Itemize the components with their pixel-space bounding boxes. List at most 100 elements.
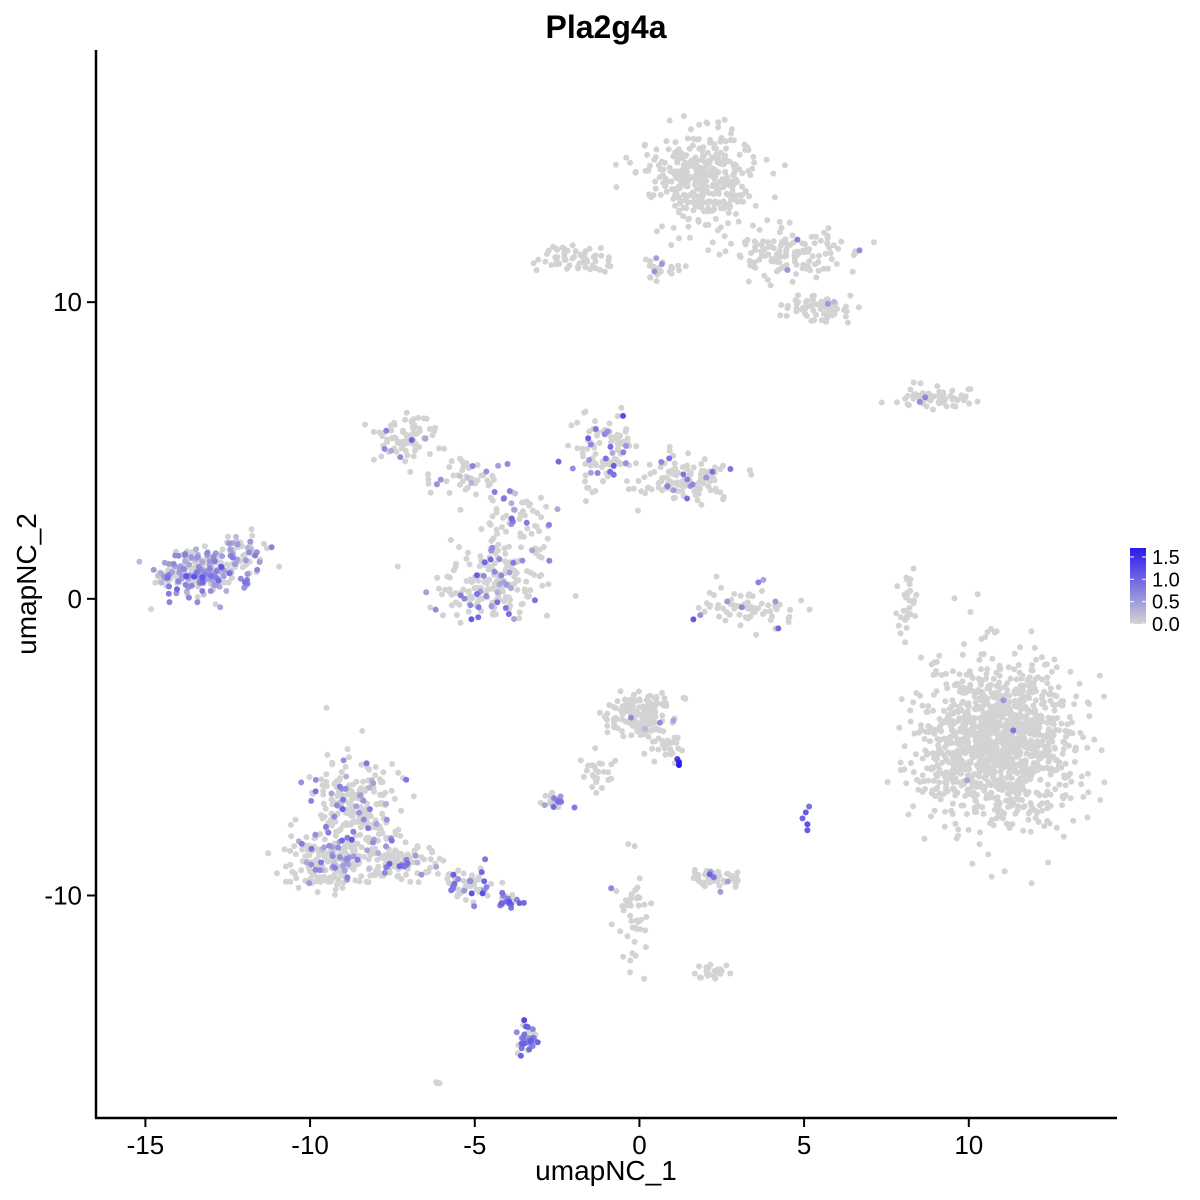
cell-point	[320, 800, 327, 807]
cell-point	[978, 705, 985, 712]
cell-point	[977, 738, 984, 745]
cell-point	[1085, 700, 1092, 707]
expressing-cell-point	[308, 861, 315, 868]
cell-point	[933, 756, 939, 763]
expressing-cell-point	[217, 604, 224, 611]
cell-point	[712, 181, 719, 188]
cell-point	[1006, 772, 1013, 779]
cell-point	[781, 162, 788, 169]
cell-point	[614, 725, 621, 732]
cell-point	[822, 250, 829, 257]
cell-point	[623, 154, 630, 161]
cell-point	[1016, 669, 1023, 676]
cell-point	[1044, 674, 1051, 681]
cell-point	[721, 233, 728, 240]
cell-point	[373, 867, 379, 874]
expressing-cell-point	[475, 614, 482, 621]
cell-point	[801, 249, 808, 256]
expressing-cell-point	[651, 268, 658, 275]
cell-point	[701, 456, 708, 463]
cell-point	[697, 204, 704, 211]
legend-label: 0.5	[1152, 592, 1180, 614]
cell-point	[1030, 702, 1037, 709]
expressing-cell-point	[218, 563, 225, 570]
cell-point	[687, 234, 693, 241]
cell-point	[402, 839, 409, 846]
expressing-cell-point	[414, 859, 421, 866]
cell-point	[460, 870, 467, 877]
cell-point	[951, 750, 958, 757]
cell-point	[758, 600, 765, 607]
cell-point	[379, 810, 386, 817]
cell-point	[1008, 802, 1015, 809]
cell-point	[793, 271, 800, 277]
expressing-cell-point	[760, 576, 767, 583]
cell-point	[306, 774, 313, 780]
cell-point	[652, 185, 659, 192]
cell-point	[645, 484, 652, 491]
cell-point	[500, 514, 506, 521]
cell-point	[1038, 764, 1044, 771]
cell-point	[1059, 802, 1065, 809]
expressing-cell-point	[481, 878, 488, 885]
cell-point	[630, 691, 637, 698]
expressing-cell-point	[164, 574, 171, 581]
cell-point	[695, 490, 702, 497]
cell-point	[1016, 701, 1023, 708]
cell-point	[1073, 693, 1080, 700]
expressing-cell-point	[489, 544, 496, 551]
cell-point	[753, 631, 760, 638]
cell-point	[714, 227, 721, 234]
cell-point	[919, 772, 926, 779]
cell-point	[516, 609, 523, 616]
expressing-cell-point	[397, 454, 404, 461]
cell-point	[785, 619, 792, 625]
expressing-cell-point	[916, 398, 923, 405]
cell-point	[592, 451, 599, 457]
cell-point	[608, 921, 615, 928]
cell-point	[759, 611, 766, 617]
cell-point	[668, 270, 675, 277]
cell-point	[1045, 739, 1052, 746]
cell-point	[1005, 781, 1012, 788]
cell-point	[653, 146, 660, 153]
expressing-cell-point	[357, 792, 363, 799]
cell-point	[700, 480, 707, 487]
cell-point	[925, 777, 932, 784]
cell-point	[645, 702, 651, 709]
cell-point	[457, 481, 463, 488]
cell-point	[659, 689, 665, 696]
expressing-cell-point	[298, 840, 305, 847]
cell-point	[549, 789, 556, 796]
data-points	[136, 113, 1108, 1087]
cell-point	[572, 248, 579, 255]
expressing-cell-point	[592, 426, 599, 432]
cell-point	[734, 198, 741, 205]
cell-point	[397, 832, 404, 839]
cell-point	[635, 902, 642, 909]
cell-point	[1044, 805, 1051, 812]
cell-point	[657, 191, 664, 198]
expressing-cell-point	[468, 480, 475, 486]
cell-point	[395, 769, 402, 776]
cell-point	[554, 246, 561, 253]
cell-point	[379, 779, 386, 785]
cell-point	[804, 303, 811, 310]
cell-point	[748, 471, 755, 478]
cell-point	[533, 267, 540, 274]
expressing-cell-point	[247, 538, 254, 545]
cell-point	[456, 544, 463, 551]
x-tick-label: -5	[463, 1130, 486, 1160]
expressing-cell-point	[433, 481, 440, 488]
expressing-cell-point	[350, 828, 357, 835]
cell-point	[538, 572, 545, 579]
cell-point	[917, 380, 924, 387]
cell-point	[452, 590, 459, 597]
cell-point	[954, 397, 961, 404]
cell-point	[624, 478, 630, 485]
cell-point	[958, 395, 965, 401]
cell-point	[612, 757, 619, 764]
cell-point	[806, 606, 813, 613]
cell-point	[737, 254, 744, 260]
cell-point	[536, 553, 543, 560]
